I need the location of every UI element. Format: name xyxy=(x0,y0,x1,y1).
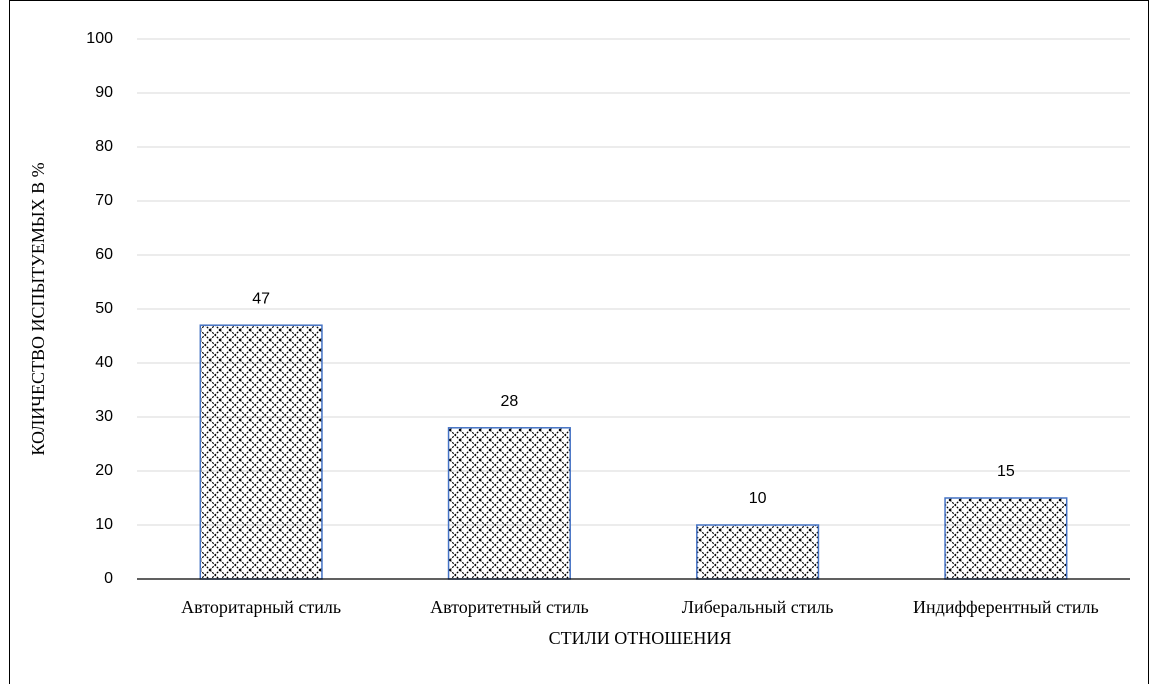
y-tick-label: 30 xyxy=(95,408,113,425)
y-tick-label: 50 xyxy=(95,300,113,317)
x-tick-label: Индифферентный стиль xyxy=(913,597,1099,617)
bar xyxy=(447,427,571,580)
y-tick-label: 90 xyxy=(95,84,113,101)
x-tick-label: Авторитарный стиль xyxy=(181,597,341,617)
data-label: 28 xyxy=(500,393,518,410)
data-label: 47 xyxy=(252,290,270,307)
bar xyxy=(944,497,1068,580)
y-tick-label: 60 xyxy=(95,246,113,263)
bar xyxy=(696,524,820,580)
y-tick-label: 80 xyxy=(95,138,113,155)
y-tick-label: 10 xyxy=(95,516,113,533)
y-tick-label: 100 xyxy=(86,30,113,47)
bar xyxy=(199,324,323,580)
chart-frame xyxy=(9,0,1149,684)
y-axis-title: КОЛИЧЕСТВО ИСПЫТУЕМЫХ В % xyxy=(28,162,48,455)
data-label: 10 xyxy=(749,490,767,507)
y-tick-label: 0 xyxy=(104,570,113,587)
data-label: 15 xyxy=(997,463,1015,480)
y-tick-label: 20 xyxy=(95,462,113,479)
x-tick-label: Авторитетный стиль xyxy=(430,597,589,617)
y-tick-label: 70 xyxy=(95,192,113,209)
y-tick-label: 40 xyxy=(95,354,113,371)
x-axis-title: СТИЛИ ОТНОШЕНИЯ xyxy=(549,628,732,648)
x-tick-label: Либеральный стиль xyxy=(682,597,834,617)
